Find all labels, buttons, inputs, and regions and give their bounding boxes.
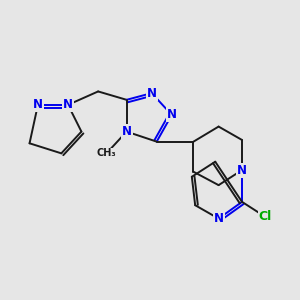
Text: N: N	[147, 87, 157, 100]
Text: N: N	[33, 98, 43, 111]
Text: N: N	[237, 164, 247, 177]
Text: N: N	[214, 212, 224, 225]
Text: N: N	[122, 125, 132, 138]
Text: Cl: Cl	[259, 210, 272, 224]
Text: N: N	[63, 98, 73, 111]
Text: CH₃: CH₃	[97, 148, 116, 158]
Text: N: N	[167, 108, 177, 122]
